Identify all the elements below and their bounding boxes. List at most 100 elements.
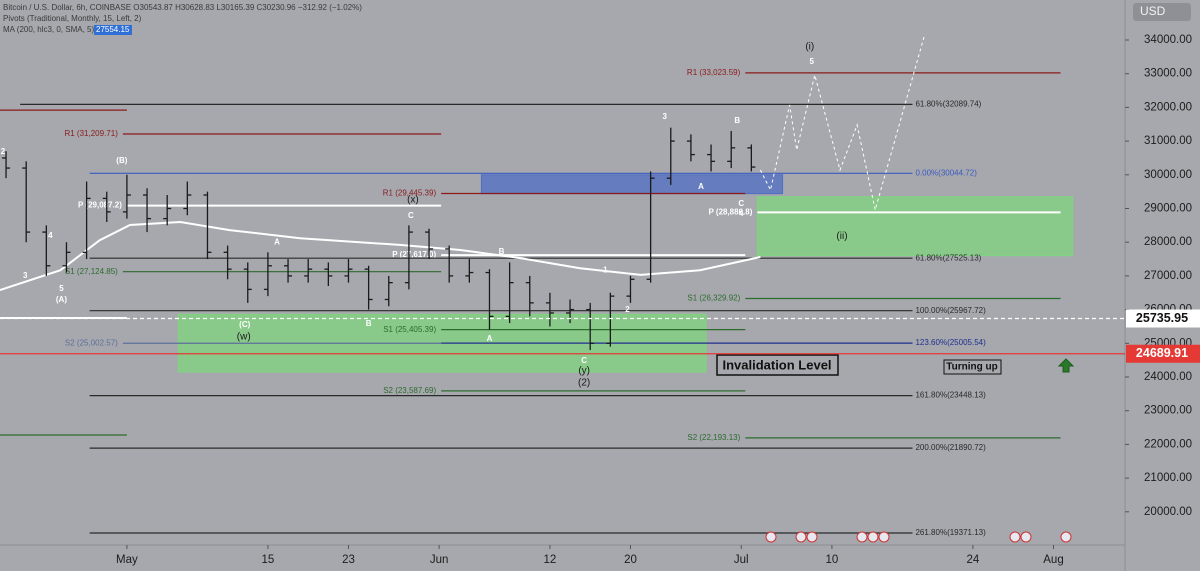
wave-label: 3 (663, 112, 668, 121)
event-flags (765, 531, 1072, 543)
x-tick-label: 12 (544, 554, 557, 566)
y-tick-label: 27000.00 (1144, 270, 1192, 282)
y-tick-label: 21000.00 (1144, 472, 1192, 484)
wave-label: B (366, 319, 372, 328)
ma-value: 27554.15 (96, 25, 130, 34)
wave-label: 1 (603, 265, 608, 274)
y-tick-label: 23000.00 (1144, 405, 1192, 417)
x-tick-label: Jun (430, 554, 449, 566)
level-label: P (28,886.8) (708, 207, 752, 216)
event-flag[interactable] (765, 531, 777, 543)
y-tick-label: 32000.00 (1144, 101, 1192, 113)
y-tick-label: 29000.00 (1144, 203, 1192, 215)
wave-label: A (274, 237, 280, 246)
event-flag[interactable] (1009, 531, 1021, 543)
event-flag[interactable] (1060, 531, 1072, 543)
wave-label: (w) (237, 332, 251, 343)
event-flag[interactable] (867, 531, 879, 543)
wave-label: 4 (48, 231, 53, 240)
wave-label: (i) (805, 42, 814, 53)
wave-label: 5 (810, 57, 815, 66)
level-label: 123.60%(25005.54) (915, 338, 986, 347)
moving-average (0, 220, 761, 292)
y-tick-label: 20000.00 (1144, 506, 1192, 518)
price-badge (1126, 309, 1200, 328)
turning-label: Turning up (946, 362, 997, 373)
level-label: S1 (26,329.92) (687, 294, 740, 303)
wave-label: 4 (739, 209, 744, 218)
x-tick-label: May (116, 554, 138, 566)
header-line: Bitcoin / U.S. Dollar, 6h, COINBASE O305… (3, 3, 362, 12)
header-line: MA (200, hlc3, 0, SMA, 5) (3, 25, 94, 34)
y-tick-label: 28000.00 (1144, 236, 1192, 248)
price-badge (1126, 344, 1200, 363)
y-tick-label: 33000.00 (1144, 68, 1192, 80)
wave-label: A (487, 334, 493, 343)
ma-value-box (94, 25, 132, 35)
wave-label: 2 (1, 147, 6, 156)
price-badge-label: 25735.95 (1136, 311, 1188, 325)
level-label: 200.00%(21890.72) (915, 443, 986, 452)
y-tick-label: 22000.00 (1144, 438, 1192, 450)
y-tick-label: 34000.00 (1144, 34, 1192, 46)
event-flag[interactable] (795, 531, 807, 543)
wave-label: (y) (578, 366, 590, 377)
y-tick-label: 30000.00 (1144, 169, 1192, 181)
wave-label: (ii) (836, 231, 847, 242)
up-arrow (1057, 358, 1075, 373)
wave-label: (2) (578, 378, 590, 389)
zone (480, 174, 784, 195)
turning-box (943, 359, 1002, 375)
wave-label: (A) (56, 295, 67, 304)
level-label: S1 (27,124.85) (65, 267, 118, 276)
level-label: S2 (25,002.57) (65, 338, 118, 347)
wave-label: (x) (407, 195, 419, 206)
invalidation-label: Invalidation Level (722, 357, 831, 372)
wave-label: C (738, 199, 744, 208)
y-tick-label: 24000.00 (1144, 371, 1192, 383)
wave-label: 5 (59, 284, 64, 293)
level-label: S2 (23,587.69) (383, 386, 436, 395)
wave-label: B (499, 247, 505, 256)
level-label: S2 (22,193.13) (687, 433, 740, 442)
level-label: S1 (25,405.39) (383, 325, 436, 334)
wave-label: 2 (625, 305, 630, 314)
header-line: Pivots (Traditional, Monthly, 15, Left, … (3, 14, 142, 23)
zone (756, 196, 1074, 257)
level-label: 161.80%(23448.13) (915, 391, 986, 400)
x-tick-label: Jul (734, 554, 749, 566)
wave-label: (C) (239, 320, 250, 329)
level-label: 100.00%(25967.72) (915, 306, 986, 315)
event-flag[interactable] (806, 531, 818, 543)
level-label: P (27,617.0) (392, 250, 436, 259)
level-label: 61.80%(27525.13) (915, 253, 981, 262)
x-tick-label: 23 (342, 554, 355, 566)
invalidation-box (716, 354, 839, 376)
level-label: R1 (29,445.39) (383, 189, 437, 198)
wave-label: (B) (116, 156, 127, 165)
event-flag[interactable] (878, 531, 890, 543)
level-label: 61.80%(32089.74) (915, 99, 981, 108)
level-label: R1 (31,209.71) (64, 129, 118, 138)
level-label: P (29,087.2) (78, 201, 122, 210)
wave-label: 3 (23, 271, 28, 280)
currency-box[interactable] (1133, 3, 1191, 21)
x-tick-label: 10 (826, 554, 839, 566)
x-tick-label: 24 (967, 554, 980, 566)
x-tick-label: 20 (624, 554, 637, 566)
wave-label: A (698, 182, 704, 191)
currency: USD (1140, 4, 1166, 18)
wave-label: C (408, 211, 414, 220)
plot-area: 61.80%(32089.74) R1 (33,023.59) R1 (31,209… (0, 34, 1074, 537)
event-flag[interactable] (1020, 531, 1032, 543)
level-label: 0.00%(30044.72) (915, 168, 977, 177)
wave-label: C (581, 356, 587, 365)
event-flag[interactable] (856, 531, 868, 543)
level-label: 261.80%(19371.13) (915, 528, 986, 537)
price-badge-label: 24689.91 (1136, 346, 1188, 360)
x-tick-label: 15 (262, 554, 275, 566)
x-tick-label: Aug (1043, 554, 1063, 566)
